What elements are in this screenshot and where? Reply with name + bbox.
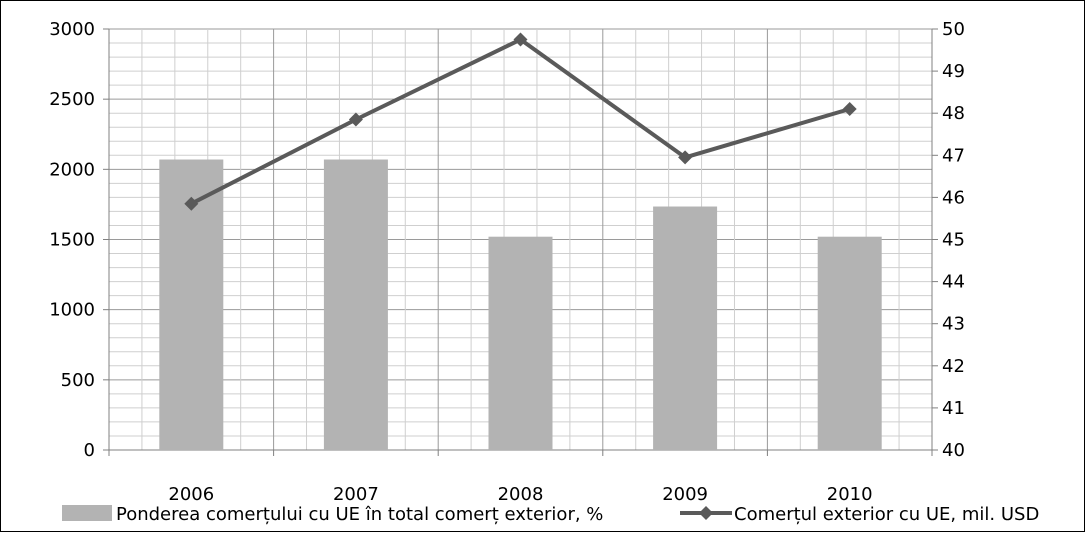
x-tick-label: 2006	[168, 484, 214, 505]
y-right-tick-label: 42	[942, 356, 965, 377]
bar-2009	[653, 206, 718, 450]
y-left-tick-label: 3000	[49, 19, 95, 40]
y-right-tick-label: 44	[942, 272, 965, 293]
tick-labels: 0 500 1000 1500 2000 2500 3000 40 41 42 43 44 45 46 47…	[49, 19, 965, 505]
y-left-tick-label: 2000	[49, 159, 95, 180]
y-right-tick-label: 45	[942, 230, 965, 251]
y-right-tick-label: 47	[942, 145, 965, 166]
bar-2008	[488, 236, 553, 450]
legend-bar-swatch	[62, 505, 112, 521]
x-tick-label: 2007	[333, 484, 379, 505]
y-right-tick-label: 50	[942, 19, 965, 40]
legend-bar-label: Ponderea comerțului cu UE în total comer…	[116, 504, 603, 525]
y-left-tick-label: 2500	[49, 89, 95, 110]
y-left-tick-label: 1000	[49, 300, 95, 321]
y-right-tick-label: 41	[942, 398, 965, 419]
legend-line-marker	[699, 506, 713, 520]
bar-2007	[323, 159, 388, 450]
y-right-tick-label: 43	[942, 314, 965, 335]
bar-series	[159, 159, 882, 450]
legend-line-label: Comerțul exterior cu UE, mil. USD	[734, 504, 1039, 525]
x-tick-label: 2010	[827, 484, 873, 505]
line-series	[184, 32, 857, 211]
legend: Ponderea comerțului cu UE în total comer…	[62, 504, 1039, 525]
y-left-tick-label: 500	[61, 370, 95, 391]
x-tick-label: 2008	[498, 484, 544, 505]
line-point-2009	[678, 150, 693, 165]
y-left-tick-label: 1500	[49, 230, 95, 251]
line-point-2006	[184, 196, 199, 211]
line-point-2010	[842, 101, 857, 116]
y-left-tick-label: 0	[84, 440, 95, 461]
y-right-tick-label: 49	[942, 61, 965, 82]
line-point-2008	[513, 32, 528, 47]
y-right-tick-label: 48	[942, 103, 965, 124]
x-tick-label: 2009	[662, 484, 708, 505]
y-right-tick-label: 40	[942, 440, 965, 461]
y-right-tick-label: 46	[942, 187, 965, 208]
bar-2010	[817, 236, 882, 450]
line-point-2007	[348, 112, 363, 127]
